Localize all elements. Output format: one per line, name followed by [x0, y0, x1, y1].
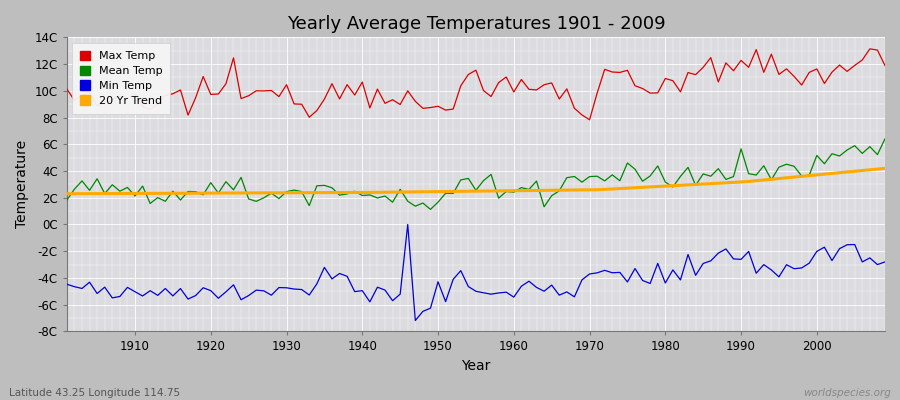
Text: worldspecies.org: worldspecies.org	[803, 388, 891, 398]
Legend: Max Temp, Mean Temp, Min Temp, 20 Yr Trend: Max Temp, Mean Temp, Min Temp, 20 Yr Tre…	[72, 43, 170, 114]
Title: Yearly Average Temperatures 1901 - 2009: Yearly Average Temperatures 1901 - 2009	[286, 15, 665, 33]
Text: Latitude 43.25 Longitude 114.75: Latitude 43.25 Longitude 114.75	[9, 388, 180, 398]
X-axis label: Year: Year	[461, 359, 491, 373]
Y-axis label: Temperature: Temperature	[15, 140, 29, 228]
